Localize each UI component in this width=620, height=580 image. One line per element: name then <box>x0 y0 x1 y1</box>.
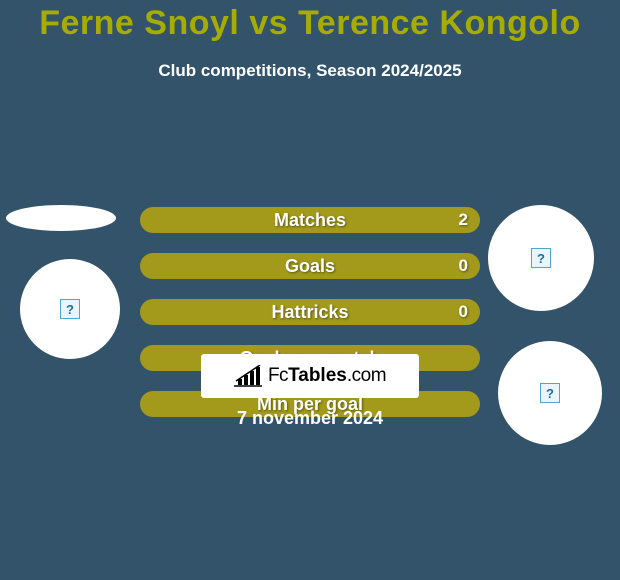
stat-bar: Hattricks0 <box>140 299 480 325</box>
footer-date: 7 november 2024 <box>0 408 620 429</box>
player-avatar-left <box>20 259 120 359</box>
image-placeholder-icon <box>540 383 560 403</box>
stat-bar-value-right: 0 <box>459 299 468 325</box>
decoration-ellipse <box>6 205 116 231</box>
stat-bar-label: Matches <box>140 207 480 233</box>
stat-bars: Matches2Goals0Hattricks0Goals per matchM… <box>140 207 480 437</box>
branding-badge: FcTables.com <box>201 354 419 398</box>
stat-bar: Matches2 <box>140 207 480 233</box>
branding-text-prefix: Fc <box>268 365 288 386</box>
stat-bar: Goals0 <box>140 253 480 279</box>
branding-text: FcTables.com <box>268 365 386 387</box>
page-subtitle: Club competitions, Season 2024/2025 <box>0 61 620 81</box>
stat-bar-label: Goals <box>140 253 480 279</box>
branding-chart-icon <box>234 365 262 387</box>
stat-bar-label: Hattricks <box>140 299 480 325</box>
stat-bar-value-right: 0 <box>459 253 468 279</box>
branding-text-main: Tables <box>288 365 347 386</box>
page-title: Ferne Snoyl vs Terence Kongolo <box>0 0 620 43</box>
player-avatar-right-bottom <box>498 341 602 445</box>
image-placeholder-icon <box>60 299 80 319</box>
stat-bar-value-right: 2 <box>459 207 468 233</box>
branding-text-suffix: .com <box>347 365 386 386</box>
player-avatar-right-top <box>488 205 594 311</box>
image-placeholder-icon <box>531 248 551 268</box>
